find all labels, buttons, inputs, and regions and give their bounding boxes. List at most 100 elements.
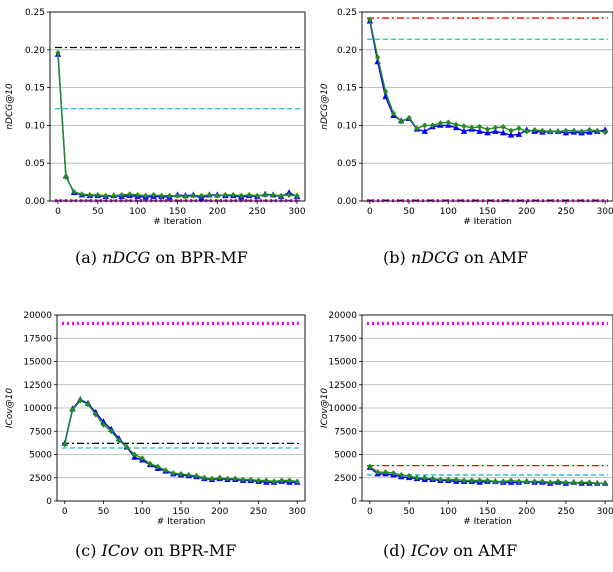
x-tick-label: 0 [62,507,68,517]
x-tick-label: 100 [440,207,457,217]
data-point [116,437,122,444]
chart-panel-0: 0.00 0.05 0.10 0.15 0.20 0.25 0 50 100 150 200 250 3… [5,8,306,227]
data-point [390,470,396,477]
data-point [375,54,381,61]
data-point [209,475,215,482]
x-tick-label: 0 [55,207,61,217]
data-point [162,467,169,474]
series-line-0 [64,398,298,484]
y-tick-label: 7500 [29,427,52,437]
series-line-1 [369,19,606,133]
y-tick-label: 15000 [328,358,357,368]
data-point [492,127,499,134]
x-axis-label: # Iteration [463,517,512,527]
series-line-1 [57,52,298,198]
data-point [131,451,138,458]
y-tick-label: 0.00 [25,197,45,207]
data-point [93,411,99,418]
data-point [178,471,184,478]
data-point [55,49,61,56]
data-point [579,128,585,135]
y-tick-label: 15000 [23,358,52,368]
data-point [95,191,101,198]
axes-frame [49,11,306,202]
data-point [271,478,277,485]
x-tick-label: 150 [479,207,496,217]
data-point [174,192,181,199]
y-tick-label: 17500 [23,334,52,344]
axes-frame [361,314,613,502]
data-point [62,441,68,448]
y-tick-label: 12500 [328,381,357,391]
data-point [111,192,117,199]
y-tick-label: 0 [351,497,357,507]
data-point [248,476,254,483]
data-point [586,126,593,133]
caption-c-prefix: (c) [75,541,102,560]
data-point [477,123,483,130]
caption-b-prefix: (b) [383,248,411,267]
x-tick-label: 100 [129,207,146,217]
data-point [390,110,396,117]
data-point [170,470,176,477]
data-point [232,475,238,482]
data-point [437,476,444,483]
data-point [429,475,436,482]
data-point [445,476,451,483]
data-point [563,479,569,486]
data-point [286,477,293,484]
x-tick-label: 100 [134,507,151,517]
x-tick-label: 300 [288,207,305,217]
data-point [150,191,157,198]
y-axis-label: nDCG@10 [320,83,330,130]
chart-panel-3: 0 2500 5000 7500 10000 12500 15000 17500 20000 0 5… [320,311,613,527]
x-tick-label: 200 [209,207,226,217]
data-point [499,129,507,136]
x-axis-label: # Iteration [157,517,206,527]
x-tick-label: 50 [403,207,415,217]
x-tick-label: 150 [172,507,189,517]
y-tick-label: 17500 [328,334,357,344]
data-point [286,191,292,198]
caption-c: (c) ICov on BPR-MF [75,541,236,560]
data-point [453,476,459,483]
y-tick-label: 0.05 [337,159,357,169]
y-tick-label: 5000 [29,451,52,461]
data-point [103,192,109,199]
y-tick-label: 0.25 [337,8,357,18]
data-point [279,477,285,484]
data-point [531,126,538,133]
caption-b-metric: nDCG [410,248,459,267]
data-point [262,191,268,198]
data-point [193,472,200,479]
data-point [398,471,404,478]
data-point [382,88,389,95]
caption-a: (a) nDCG on BPR-MF [75,248,248,267]
data-point [119,191,125,198]
y-tick-label: 0.05 [25,159,45,169]
y-tick-label: 0.10 [337,121,357,131]
caption-d-suffix: on AMF [448,541,518,560]
data-point [206,191,212,198]
data-point [79,191,85,198]
data-point [263,477,269,484]
data-point [186,471,192,478]
y-tick-label: 0.20 [25,46,45,56]
data-point [422,122,428,129]
chart-panel-2: 0 2500 5000 7500 10000 12500 15000 17500 20000 0 5… [5,311,306,527]
data-point [198,192,205,199]
x-tick-label: 300 [289,507,306,517]
data-point [547,128,553,135]
x-tick-label: 0 [367,207,373,217]
data-point [166,192,173,199]
y-tick-label: 10000 [328,404,357,414]
data-point [461,123,467,130]
data-point [414,474,420,481]
x-tick-label: 300 [597,207,613,217]
y-tick-label: 12500 [23,381,52,391]
data-point [531,478,538,485]
caption-a-metric: nDCG [102,248,151,267]
data-point [563,127,569,134]
y-tick-label: 5000 [334,451,357,461]
